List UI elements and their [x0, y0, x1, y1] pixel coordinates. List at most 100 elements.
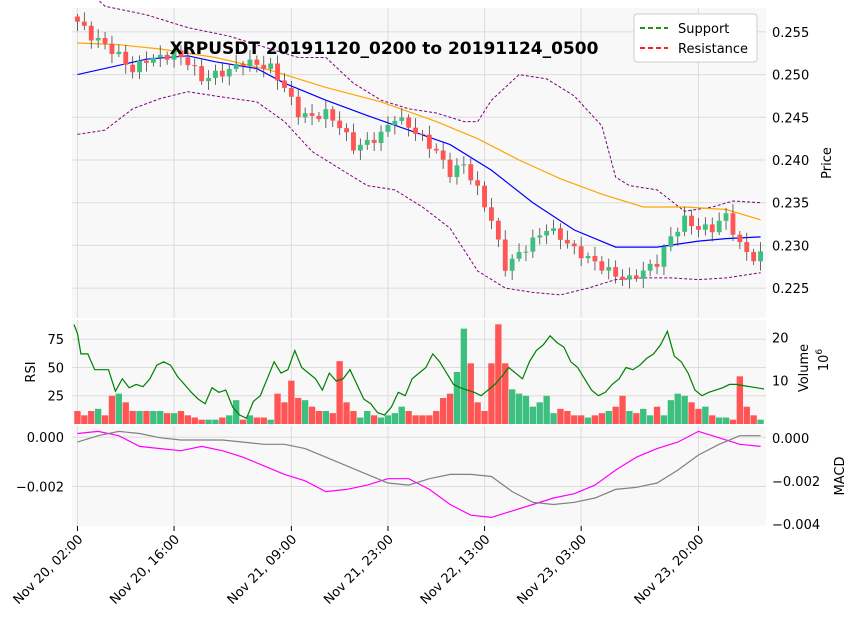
- bollinger-lower-line: [77, 91, 761, 296]
- candle-body: [357, 144, 363, 151]
- volume-bar: [433, 411, 440, 424]
- candle: [558, 223, 563, 250]
- volume-bar: [343, 402, 350, 424]
- candle: [413, 118, 418, 141]
- volume-bar: [591, 415, 599, 424]
- volume-bar: [481, 411, 488, 424]
- candle: [192, 58, 198, 76]
- candle: [116, 44, 122, 57]
- volume-tick-label: 20: [772, 331, 789, 346]
- candle-body: [330, 109, 336, 121]
- candle-body: [240, 63, 246, 66]
- volume-bar: [329, 413, 336, 424]
- candle-body: [344, 128, 349, 133]
- candle: [240, 61, 246, 76]
- volume-bar: [453, 372, 461, 424]
- macd-right-tick-label: −0.002: [772, 475, 820, 490]
- volume-bar: [191, 417, 198, 424]
- candle: [571, 240, 577, 255]
- candle-body: [288, 87, 294, 97]
- volume-bar: [495, 324, 502, 424]
- volume-bar: [653, 406, 661, 424]
- volume-plot-area: [72, 320, 766, 424]
- candle: [433, 143, 439, 154]
- candle: [206, 70, 211, 90]
- candle: [461, 156, 467, 174]
- volume-bar: [688, 402, 695, 424]
- candle-body: [551, 228, 556, 232]
- candle: [164, 51, 170, 65]
- candle-body: [213, 70, 218, 78]
- candle: [378, 125, 384, 151]
- volume-bar: [232, 400, 240, 424]
- candle: [316, 112, 322, 123]
- volume-bar: [536, 402, 543, 424]
- candle: [282, 73, 287, 93]
- x-tick-label: Nov 20, 02:00: [11, 532, 87, 608]
- x-tick-label: Nov 22, 13:00: [418, 532, 494, 608]
- candle: [123, 45, 129, 74]
- candle-body: [558, 228, 563, 240]
- candle-body: [185, 57, 191, 66]
- candle-body: [758, 251, 763, 262]
- volume-bar: [274, 393, 281, 424]
- rsi-line: [73, 324, 765, 420]
- volume-unit-label: 106: [815, 349, 832, 372]
- candle-body: [447, 159, 453, 178]
- candle-body: [316, 115, 322, 120]
- candle-body: [585, 255, 591, 259]
- candle: [130, 56, 136, 79]
- candle-body: [433, 148, 439, 151]
- candle-body: [537, 235, 543, 238]
- candle-body: [709, 224, 715, 233]
- candle-body: [730, 213, 736, 235]
- candle: [261, 55, 267, 78]
- volume-bar: [640, 408, 647, 424]
- volume-bar: [750, 415, 757, 424]
- candle-body: [130, 64, 136, 73]
- candle-body: [502, 239, 508, 271]
- candle-body: [171, 50, 177, 60]
- rsi-tick-label: 75: [47, 333, 64, 348]
- candle: [551, 219, 556, 235]
- volume-bar: [177, 411, 185, 424]
- price-tick-label: 0.235: [772, 197, 809, 212]
- volume-bar: [81, 415, 88, 424]
- candle-body: [633, 275, 639, 279]
- volume-bar: [502, 363, 509, 424]
- volume-bar: [571, 415, 578, 424]
- candle-body: [364, 139, 370, 145]
- candle-body: [495, 220, 501, 240]
- volume-bar: [219, 417, 226, 424]
- rsi-tick-label: 50: [47, 361, 64, 376]
- candle: [392, 116, 398, 135]
- candle: [544, 224, 550, 245]
- candle-body: [523, 251, 529, 253]
- candle-body: [737, 234, 743, 243]
- candle: [495, 218, 501, 248]
- volume-bar: [398, 406, 405, 424]
- candle-body: [682, 215, 688, 232]
- candle: [599, 256, 605, 275]
- volume-bar: [384, 415, 392, 424]
- candle: [613, 260, 619, 284]
- candle: [585, 252, 591, 264]
- candle-body: [571, 243, 577, 247]
- candle-body: [751, 252, 757, 262]
- candle: [668, 227, 674, 252]
- candle-body: [696, 226, 701, 230]
- candle: [730, 204, 736, 242]
- volume-bar: [474, 402, 481, 424]
- volume-bar: [709, 415, 716, 424]
- candle-body: [233, 63, 239, 69]
- candle: [309, 104, 315, 126]
- volume-bar: [412, 415, 419, 424]
- price-tick-label: 0.250: [772, 69, 809, 84]
- candle: [661, 244, 667, 276]
- volume-bar: [212, 419, 219, 424]
- candle-body: [509, 258, 515, 271]
- rsi-tick-label: 25: [47, 390, 64, 405]
- candle-body: [420, 133, 425, 135]
- candle: [288, 80, 294, 106]
- candle: [744, 232, 750, 261]
